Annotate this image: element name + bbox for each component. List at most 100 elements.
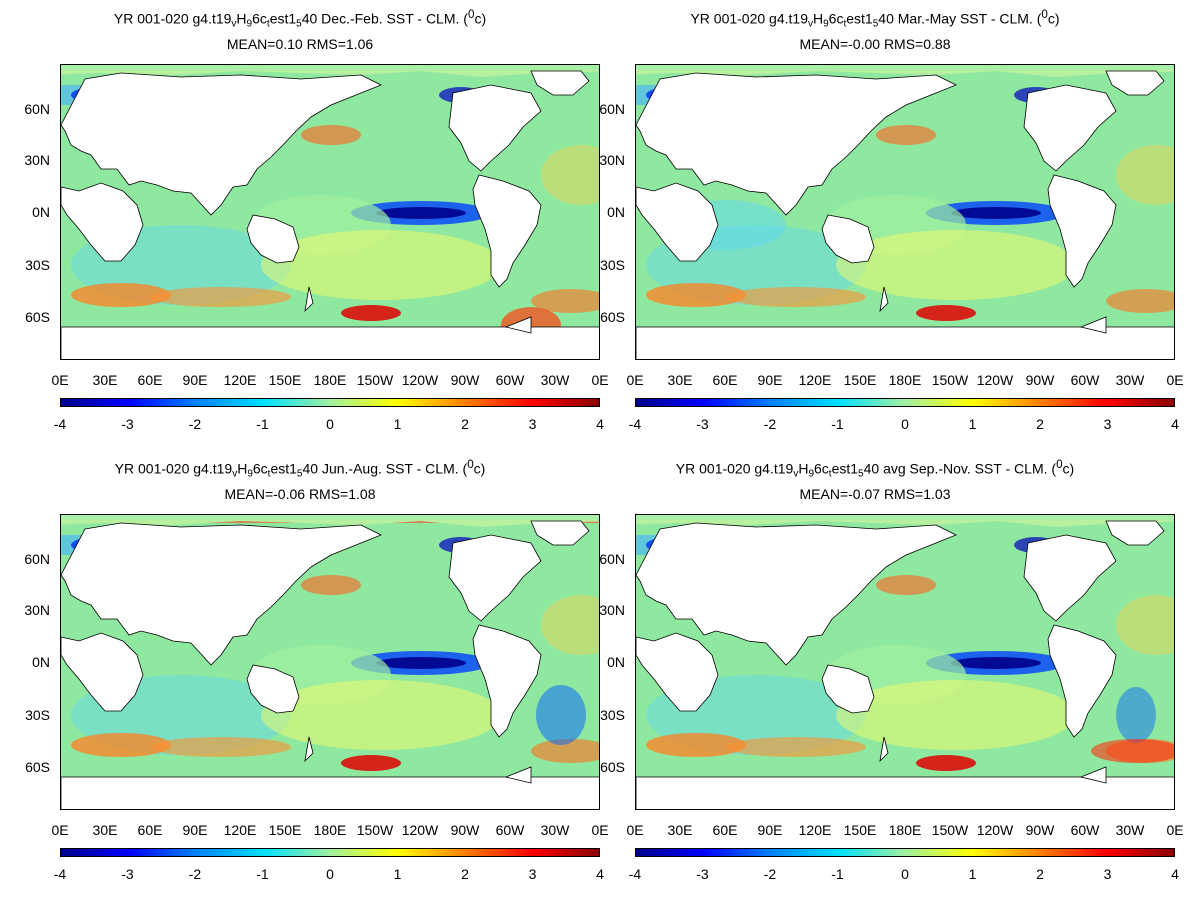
lon-tick-label: 150W [356,822,394,838]
lat-tick-label: 30S [600,257,625,273]
colorbar-tick-label: -2 [763,416,777,432]
lon-tick-label: 0E [1166,822,1184,838]
sst-anomaly-map [60,64,600,360]
lon-tick-label: 60E [712,372,738,388]
colorbar-tick-label: 1 [393,866,402,882]
lat-tick-label: 60N [599,101,625,117]
lon-tick-label: 30E [92,822,118,838]
colorbar-tick-label: -3 [696,866,709,882]
colorbar-tick-label: 0 [901,416,909,432]
lat-tick-label: 0N [32,204,50,220]
colorbar-tick-label: -1 [256,416,269,432]
map-panel: YR 001-020 g4.t19vH96ctest1540 Dec.-Feb.… [0,0,608,450]
lon-tick-label: 120E [798,372,832,388]
lon-tick-label: 30W [540,372,570,388]
panel-stats: MEAN=-0.06 RMS=1.08 [224,486,376,502]
map-panel: YR 001-020 g4.t19vH96ctest1540 avg Sep.-… [575,450,1183,900]
colorbar-tick-label: 2 [461,866,469,882]
lon-tick-label: 30W [540,822,570,838]
colorbar-tick-label: -4 [628,866,642,882]
colorbar-tick-label: -2 [763,866,777,882]
lon-tick-label: 60W [1070,822,1100,838]
colorbar-tick-label: 4 [596,866,604,882]
lon-tick-label: 30E [667,822,693,838]
colorbar [635,848,1175,857]
lon-tick-label: 0E [51,822,69,838]
colorbar-tick-label: 3 [528,866,537,882]
lon-tick-label: 150W [931,822,969,838]
colorbar-tick-label: 2 [1036,416,1044,432]
colorbar [635,398,1175,407]
panel-title: YR 001-020 g4.t19vH96ctest1540 Dec.-Feb.… [113,8,487,30]
lon-tick-label: 30W [1115,822,1145,838]
lon-tick-label: 30E [667,372,693,388]
map-graphic [61,515,599,809]
lat-tick-label: 30S [600,707,625,723]
colorbar [60,848,600,857]
lon-tick-label: 120W [401,372,439,388]
lon-tick-label: 150E [843,372,877,388]
lon-tick-label: 90W [450,372,480,388]
lon-tick-label: 60E [712,822,738,838]
lat-tick-label: 30S [25,707,50,723]
colorbar-tick-label: 1 [968,416,977,432]
lat-tick-label: 30N [599,602,625,618]
lon-tick-label: 90E [182,372,208,388]
lat-tick-label: 60N [24,551,50,567]
lon-tick-label: 120W [401,822,439,838]
sst-anomaly-map [635,64,1175,360]
lat-tick-label: 0N [607,204,625,220]
lat-tick-label: 60S [25,759,50,775]
panel-title: YR 001-020 g4.t19vH96ctest1540 Jun.-Aug.… [114,458,486,480]
lon-tick-label: 0E [591,372,609,388]
colorbar-tick-label: -4 [53,866,67,882]
lon-tick-label: 90E [182,822,208,838]
colorbar-tick-label: -3 [121,416,134,432]
lon-tick-label: 150E [268,822,302,838]
lat-tick-label: 0N [32,654,50,670]
panel-title: YR 001-020 g4.t19vH96ctest1540 Mar.-May … [690,8,1060,30]
colorbar-tick-label: 4 [1171,416,1179,432]
lon-tick-label: 0E [51,372,69,388]
panel-title: YR 001-020 g4.t19vH96ctest1540 avg Sep.-… [675,458,1075,480]
lat-tick-label: 30N [24,602,50,618]
lon-tick-label: 30W [1115,372,1145,388]
map-graphic [636,65,1174,359]
lon-tick-label: 60W [495,372,525,388]
colorbar-tick-label: 3 [1103,866,1112,882]
lon-tick-label: 120W [976,372,1014,388]
colorbar-tick-label: -2 [188,866,202,882]
colorbar-tick-label: 0 [326,416,334,432]
colorbar-tick-label: -3 [121,866,134,882]
map-panel: YR 001-020 g4.t19vH96ctest1540 Mar.-May … [575,0,1183,450]
lon-tick-label: 90E [757,822,783,838]
map-graphic [636,515,1174,809]
lat-tick-label: 30N [599,152,625,168]
panel-stats: MEAN=-0.00 RMS=0.88 [799,36,951,52]
colorbar-tick-label: -4 [53,416,67,432]
sst-anomaly-map [635,514,1175,810]
lon-tick-label: 180E [313,372,347,388]
colorbar-tick-label: 1 [393,416,402,432]
lon-tick-label: 60W [495,822,525,838]
lon-tick-label: 90W [450,822,480,838]
lon-tick-label: 0E [1166,372,1184,388]
colorbar-tick-label: -1 [256,866,269,882]
colorbar-tick-label: 3 [528,416,537,432]
colorbar-tick-label: 2 [461,416,469,432]
colorbar-tick-label: 1 [968,866,977,882]
lon-tick-label: 60E [137,372,163,388]
lon-tick-label: 150W [356,372,394,388]
lon-tick-label: 60W [1070,372,1100,388]
lat-tick-label: 60S [600,309,625,325]
lat-tick-label: 60N [24,101,50,117]
lon-tick-label: 150W [931,372,969,388]
colorbar-tick-label: -1 [831,866,844,882]
lon-tick-label: 90E [757,372,783,388]
lon-tick-label: 150E [843,822,877,838]
lon-tick-label: 0E [591,822,609,838]
colorbar-tick-label: 4 [1171,866,1179,882]
lat-tick-label: 0N [607,654,625,670]
lon-tick-label: 120E [223,822,257,838]
colorbar-tick-label: -1 [831,416,844,432]
